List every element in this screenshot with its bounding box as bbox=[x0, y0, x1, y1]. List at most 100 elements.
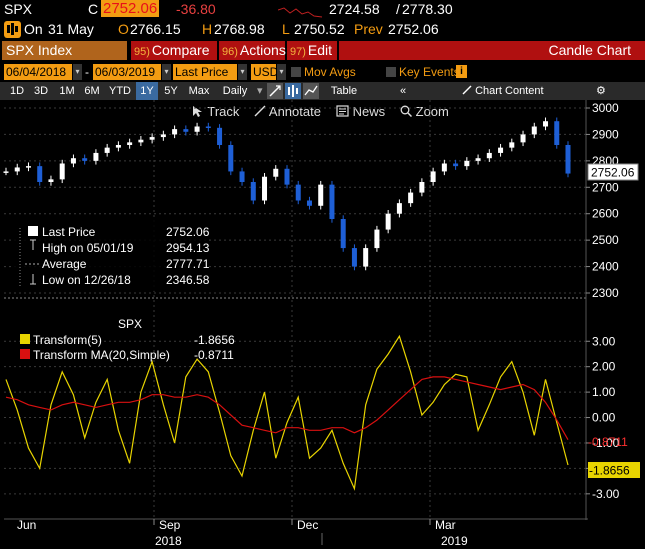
period-1m[interactable]: 1M bbox=[59, 85, 75, 97]
low-marker-icon bbox=[30, 274, 36, 285]
prev-label: Prev bbox=[354, 21, 383, 37]
x-label-jun: Jun bbox=[17, 518, 36, 532]
chart-content-button[interactable]: Chart Content bbox=[462, 82, 544, 100]
track-icon bbox=[193, 106, 202, 117]
legend-transform-value: -1.8656 bbox=[194, 333, 235, 347]
candle-body bbox=[565, 145, 571, 174]
candle-body bbox=[396, 203, 402, 214]
period-6m[interactable]: 6M bbox=[84, 85, 100, 97]
candle-body bbox=[250, 182, 256, 201]
candle-body bbox=[70, 158, 76, 164]
candle-body bbox=[351, 248, 357, 267]
table-button[interactable]: Table bbox=[330, 85, 358, 97]
legend-average-value: 2777.71 bbox=[166, 257, 210, 271]
period-max[interactable]: Max bbox=[188, 85, 210, 97]
end-date-field[interactable]: 06/03/2019 bbox=[93, 64, 161, 80]
period-3d[interactable]: 3D bbox=[33, 85, 49, 97]
candle-body bbox=[408, 192, 414, 204]
actions-label: Actions bbox=[239, 42, 286, 58]
price-field-dropdown-icon[interactable]: ▾ bbox=[238, 64, 247, 80]
line-tool-icon[interactable] bbox=[267, 83, 283, 99]
candle-body bbox=[3, 171, 9, 173]
candle-chart-icon[interactable] bbox=[4, 21, 21, 38]
candle-body bbox=[25, 166, 31, 168]
start-date-dropdown-icon[interactable]: ▾ bbox=[73, 64, 82, 80]
legend-ma: Transform MA(20,Simple) bbox=[33, 348, 170, 362]
high-marker-icon bbox=[30, 239, 36, 250]
frequency-dropdown-icon[interactable]: ▾ bbox=[257, 85, 263, 97]
range-high: 2778.30 bbox=[402, 1, 453, 17]
period-ytd[interactable]: YTD bbox=[109, 85, 131, 97]
ma-last-tag: -0.8711 bbox=[588, 435, 628, 449]
oscillator-title: SPX bbox=[118, 317, 142, 331]
candle-body bbox=[37, 166, 43, 182]
period-1d[interactable]: 1D bbox=[9, 85, 25, 97]
high-value: 2768.98 bbox=[214, 21, 265, 37]
annotate-label: Annotate bbox=[268, 104, 321, 119]
candle-body bbox=[284, 168, 290, 185]
candle-body bbox=[262, 176, 268, 201]
date-prefix: On bbox=[24, 21, 43, 37]
chart-content-icon bbox=[462, 85, 472, 95]
candle-body bbox=[329, 184, 335, 219]
actions-button[interactable]: 96) Actions bbox=[219, 41, 286, 60]
candle-body bbox=[498, 147, 504, 153]
range-low: 2724.58 bbox=[329, 1, 380, 17]
annotate-tool[interactable]: Annotate bbox=[254, 103, 321, 121]
key-events-checkbox[interactable] bbox=[386, 67, 396, 77]
oscillator-legend: SPX Transform(5) -1.8656 Transform MA(20… bbox=[20, 317, 235, 362]
current-price-tag: 2752.06 bbox=[587, 163, 639, 181]
settings-gear-icon[interactable]: ⚙ bbox=[596, 85, 606, 97]
frequency-select[interactable]: Daily bbox=[222, 85, 248, 97]
price-tick-label: 2400 bbox=[592, 260, 619, 274]
candle-body bbox=[486, 152, 492, 159]
open-value: 2766.15 bbox=[130, 21, 181, 37]
last-price: 2752.06 bbox=[101, 0, 160, 17]
compare-button[interactable]: 95) Compare bbox=[131, 41, 217, 60]
mov-avgs-checkbox[interactable] bbox=[291, 67, 301, 77]
candle-body bbox=[273, 168, 279, 177]
candle-body bbox=[306, 200, 312, 206]
open-label: O bbox=[118, 21, 129, 37]
candle-body bbox=[464, 160, 470, 167]
oscillator-tick-label: -1.00 bbox=[592, 436, 620, 450]
info-icon[interactable]: i bbox=[456, 65, 467, 78]
currency-select[interactable]: USD bbox=[251, 64, 279, 80]
news-icon bbox=[336, 105, 349, 117]
annotate-icon bbox=[254, 105, 266, 117]
edit-button[interactable]: 97) Edit bbox=[287, 41, 337, 60]
candle-body bbox=[160, 134, 166, 138]
end-date-dropdown-icon[interactable]: ▾ bbox=[162, 64, 171, 80]
period-5y[interactable]: 5Y bbox=[164, 85, 178, 97]
quote-bar: SPX C 2752.06 -36.80 2724.58 / 2778.30 O… bbox=[0, 0, 645, 40]
candle-body bbox=[48, 179, 54, 182]
candle-body bbox=[318, 184, 324, 206]
price-tick-label: 2500 bbox=[592, 233, 619, 247]
security-field[interactable]: SPX Index bbox=[2, 41, 127, 60]
quote-ticker: SPX bbox=[4, 1, 33, 17]
transform-swatch bbox=[20, 334, 30, 344]
candle-body bbox=[228, 145, 234, 172]
line-chart-icon[interactable] bbox=[303, 83, 319, 99]
x-label-2019: 2019 bbox=[441, 534, 468, 548]
legend-ma-value: -0.8711 bbox=[194, 348, 234, 362]
edit-label: Edit bbox=[307, 42, 333, 58]
start-date-field[interactable]: 06/04/2018 bbox=[4, 64, 72, 80]
oscillator-tick-label: 2.00 bbox=[592, 360, 616, 374]
currency-dropdown-icon[interactable]: ▾ bbox=[277, 64, 286, 80]
collapse-icon[interactable]: « bbox=[400, 85, 407, 97]
prev-value: 2752.06 bbox=[388, 21, 439, 37]
current-price-tag-text: 2752.06 bbox=[591, 166, 635, 180]
price-tick-label: 2700 bbox=[592, 180, 619, 194]
candle-body bbox=[385, 213, 391, 230]
price-tick-label: 2300 bbox=[592, 286, 619, 300]
price-field-select[interactable]: Last Price bbox=[173, 64, 237, 80]
period-1y[interactable]: 1Y bbox=[136, 82, 158, 100]
x-label-dec: Dec bbox=[297, 518, 318, 532]
legend-average: Average bbox=[42, 257, 87, 271]
chart-style-icon[interactable] bbox=[285, 83, 301, 99]
legend-last-price: Last Price bbox=[42, 225, 96, 239]
candle-body bbox=[531, 126, 537, 135]
